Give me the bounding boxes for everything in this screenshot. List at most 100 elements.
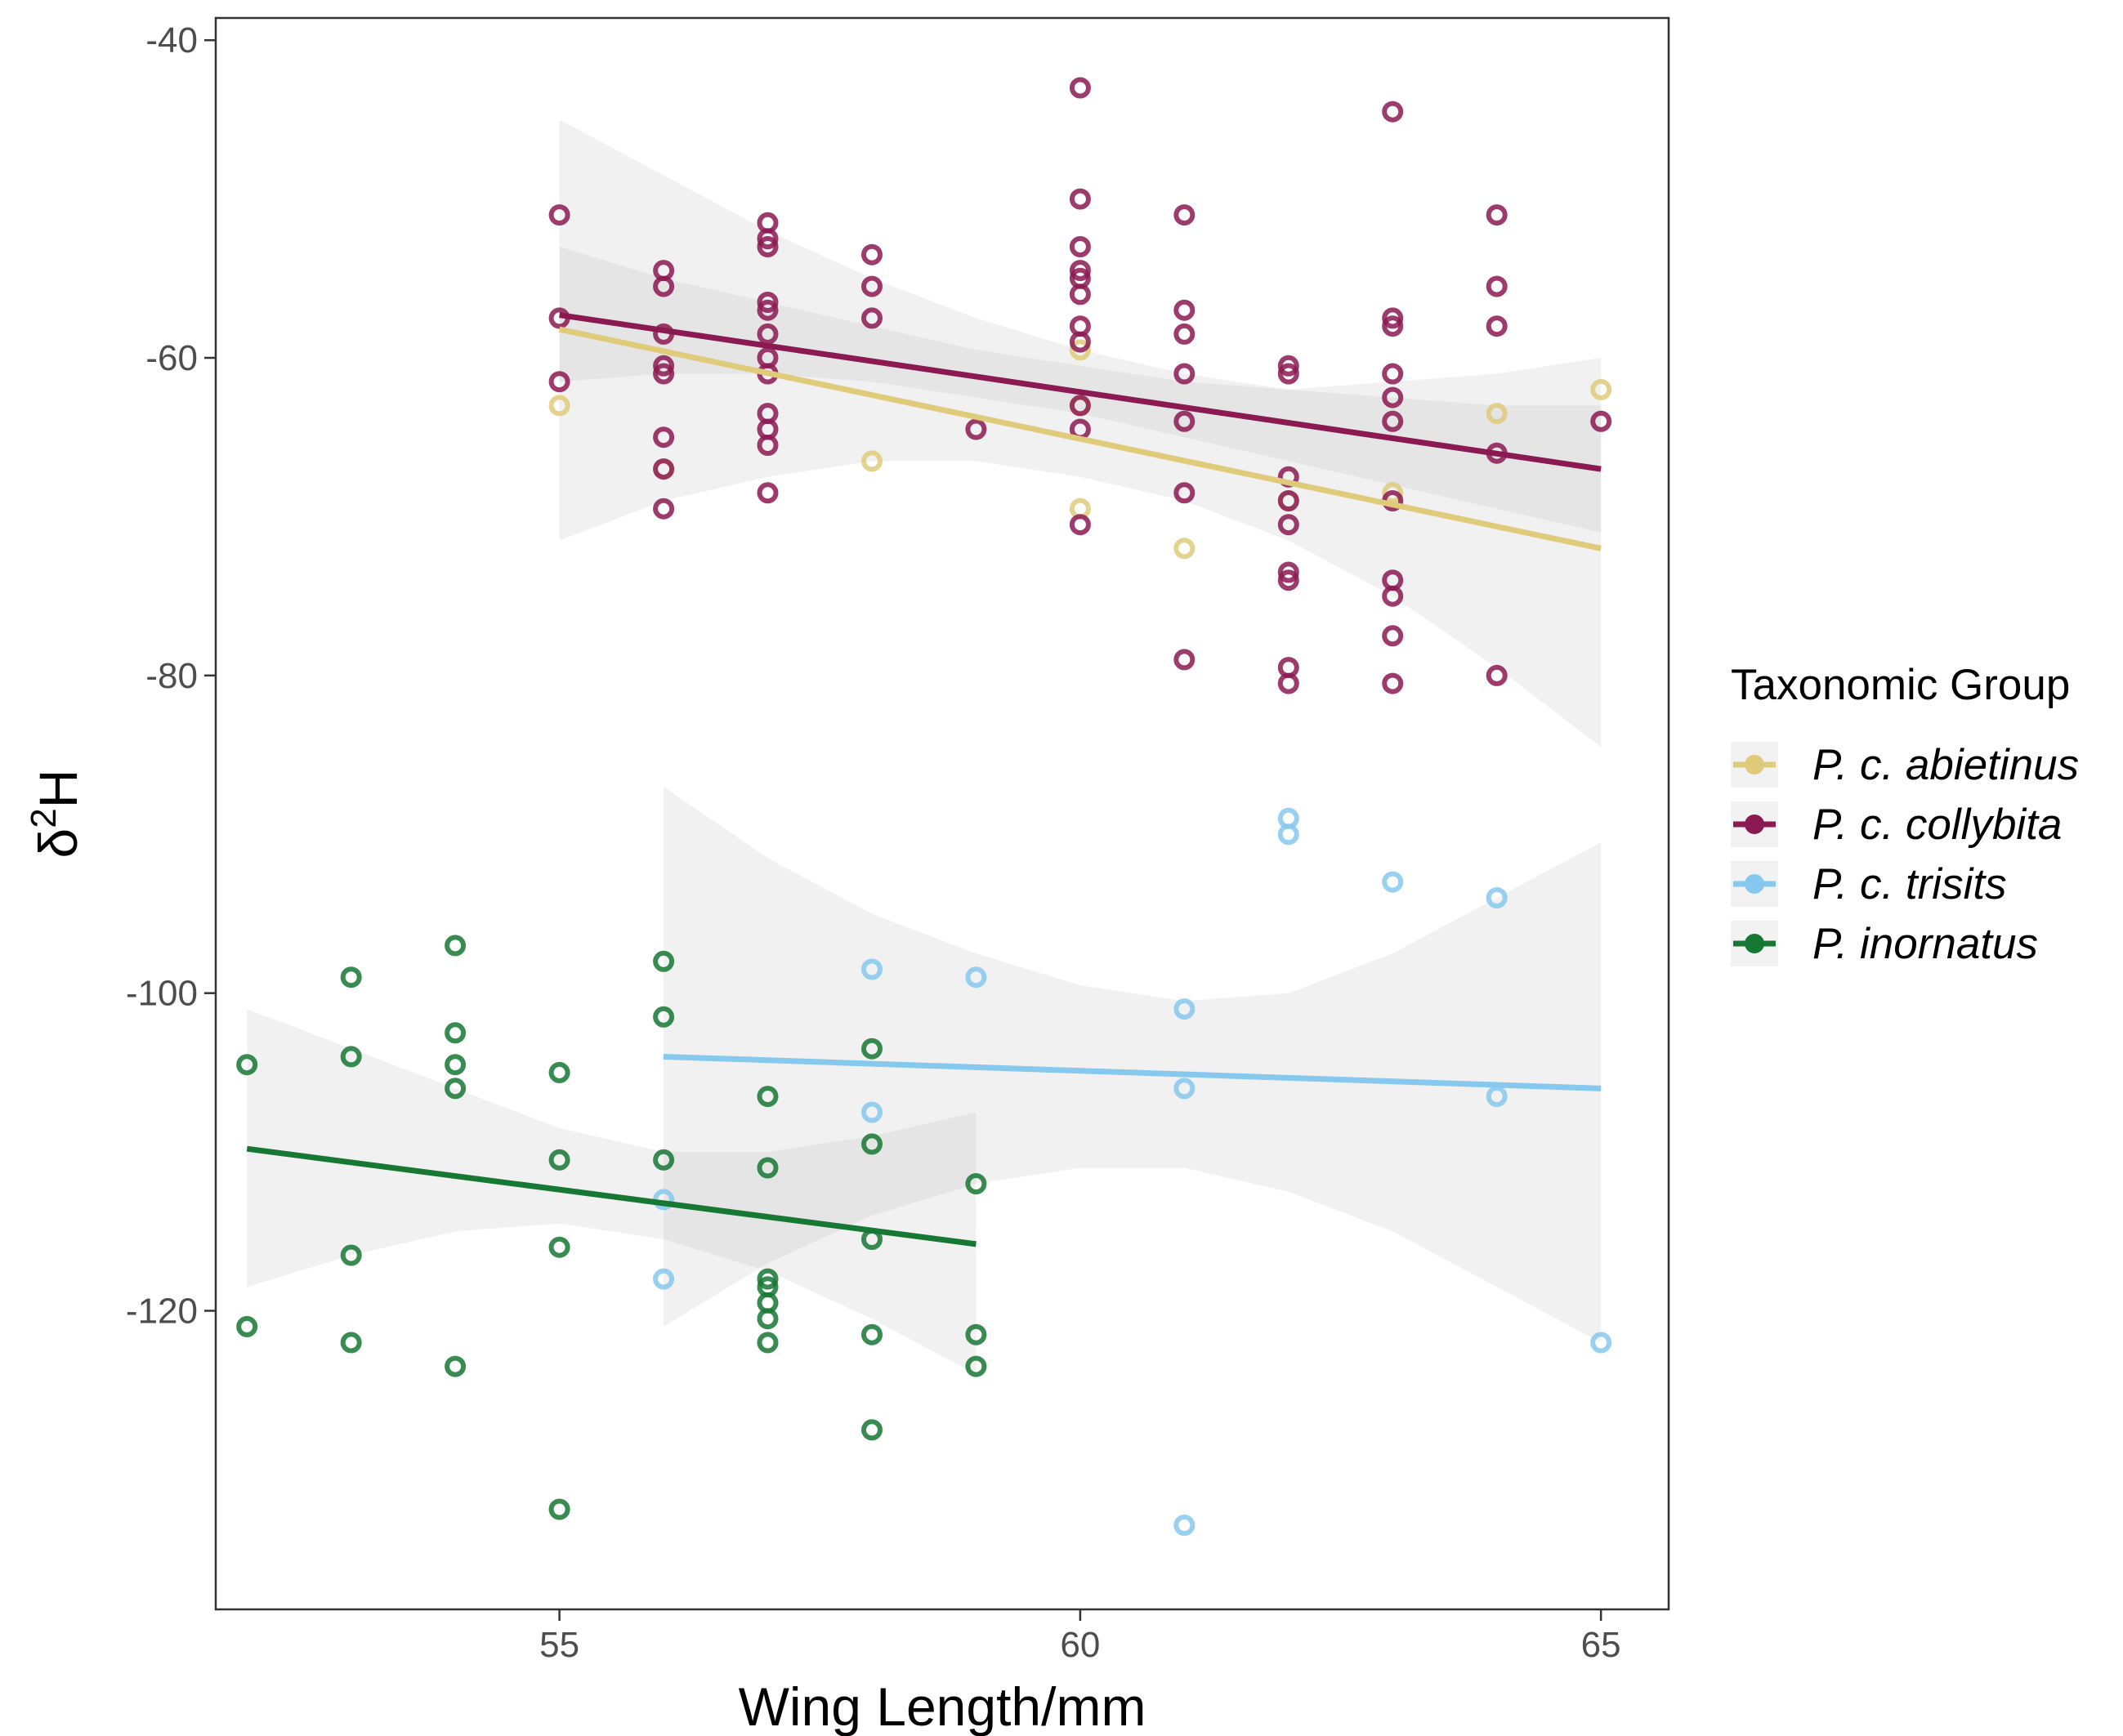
point-p-c-collybita — [1277, 514, 1299, 536]
x-tick-label: 60 — [1060, 1625, 1100, 1665]
point-p-c-collybita — [1173, 323, 1196, 345]
point-p-c-collybita — [1382, 386, 1404, 408]
point-p-c-collybita — [653, 355, 675, 377]
panel-border — [214, 16, 1670, 1611]
point-p-inornatus — [548, 1498, 570, 1520]
regression-lines — [246, 312, 1602, 1247]
point-p-c-collybita — [757, 299, 779, 321]
y-axis-title-element: H — [28, 770, 88, 809]
y-tick-label: -80 — [145, 656, 198, 696]
fit-line-p-c-trisits — [663, 1053, 1602, 1091]
ribbon-p-c-abietinus — [559, 119, 1602, 748]
svg-text:δ2H: δ2H — [24, 770, 88, 859]
point-p-inornatus — [340, 1046, 362, 1068]
point-p-c-collybita — [1173, 204, 1196, 226]
point-p-c-collybita — [1173, 410, 1196, 432]
y-axis: -40 -60 -80 -100 -120 — [126, 20, 216, 1332]
point-p-c-collybita — [861, 275, 883, 297]
point-p-inornatus — [445, 1022, 467, 1044]
point-p-c-trisits — [861, 958, 883, 980]
point-p-c-collybita — [1173, 482, 1196, 504]
point-p-c-collybita — [1382, 363, 1404, 385]
x-axis-title: Wing Length/mm — [739, 1676, 1146, 1736]
point-p-inornatus — [548, 1236, 570, 1258]
point-p-inornatus — [340, 1244, 362, 1266]
y-tick-label: -40 — [145, 20, 198, 60]
legend-key-point — [1745, 755, 1764, 774]
point-p-c-collybita — [1069, 188, 1091, 210]
point-p-c-collybita — [757, 236, 779, 257]
point-p-inornatus — [653, 950, 675, 972]
point-p-c-abietinus — [861, 450, 883, 472]
legend-label-p-inornatus: P. inornatus — [1812, 920, 2038, 968]
point-p-c-collybita — [965, 418, 987, 440]
point-p-inornatus — [861, 1038, 883, 1060]
point-p-c-collybita — [1069, 260, 1091, 282]
point-p-inornatus — [653, 1006, 675, 1028]
point-p-inornatus — [757, 1157, 779, 1179]
point-p-c-trisits — [653, 1268, 675, 1290]
point-p-c-collybita — [1486, 275, 1508, 297]
point-p-c-collybita — [757, 435, 779, 456]
point-p-inornatus — [965, 1355, 987, 1377]
y-axis-title: δ2H — [24, 770, 88, 859]
point-p-c-collybita — [548, 204, 570, 226]
x-tick-label: 65 — [1581, 1625, 1621, 1665]
point-p-c-collybita — [1382, 585, 1404, 607]
x-tick-label: 55 — [539, 1625, 579, 1665]
panel-background — [216, 18, 1669, 1609]
point-p-c-collybita — [757, 292, 779, 313]
point-p-c-abietinus — [1382, 482, 1404, 504]
legend: Taxonomic Group P. c. abietinus P. c. col… — [1731, 661, 2079, 968]
point-p-c-trisits — [1173, 998, 1196, 1020]
point-p-c-collybita — [1069, 514, 1091, 536]
point-p-inornatus — [757, 1086, 779, 1108]
point-p-c-collybita — [653, 458, 675, 480]
point-p-c-collybita — [1277, 490, 1299, 511]
point-p-inornatus — [548, 1061, 570, 1083]
point-p-c-collybita — [1277, 561, 1299, 583]
point-p-c-trisits — [1173, 1078, 1196, 1100]
legend-key-point — [1745, 814, 1764, 834]
point-p-inornatus — [340, 1332, 362, 1354]
fit-line-p-c-collybita — [559, 312, 1602, 472]
point-p-c-abietinus — [1069, 339, 1091, 361]
point-p-c-collybita — [1277, 569, 1299, 591]
y-axis-title-symbol: δ — [28, 828, 88, 859]
point-p-c-trisits — [1486, 1086, 1508, 1108]
point-p-c-collybita — [861, 307, 883, 329]
point-p-c-collybita — [548, 371, 570, 393]
y-axis-title-superscript: 2 — [24, 808, 64, 828]
point-p-inornatus — [445, 935, 467, 957]
point-p-inornatus — [653, 1149, 675, 1171]
point-p-c-collybita — [1382, 672, 1404, 694]
legend-label-p-c-abietinus: P. c. abietinus — [1812, 741, 2079, 789]
point-p-c-collybita — [1069, 77, 1091, 99]
ribbon-p-inornatus — [247, 1009, 977, 1375]
point-p-c-collybita — [1277, 672, 1299, 694]
point-p-c-trisits — [1277, 823, 1299, 846]
point-p-c-collybita — [1590, 410, 1612, 432]
point-p-inornatus — [861, 1419, 883, 1441]
point-p-c-collybita — [1486, 664, 1508, 686]
point-p-inornatus — [236, 1315, 258, 1337]
point-p-c-collybita — [1486, 315, 1508, 337]
y-tick-label: -100 — [126, 974, 198, 1014]
point-p-c-abietinus — [548, 395, 570, 417]
point-p-c-collybita — [1069, 283, 1091, 306]
point-p-c-collybita — [757, 482, 779, 504]
point-p-c-collybita — [861, 243, 883, 266]
point-p-c-trisits — [1486, 887, 1508, 908]
point-p-inornatus — [445, 1054, 467, 1076]
x-axis: 55 60 65 — [539, 1609, 1621, 1665]
point-p-c-collybita — [1277, 363, 1299, 385]
point-p-c-collybita — [1382, 307, 1404, 329]
point-p-c-collybita — [653, 426, 675, 449]
point-p-c-collybita — [1069, 395, 1091, 417]
point-p-c-collybita — [1069, 331, 1091, 353]
fit-line-p-inornatus — [246, 1145, 977, 1247]
legend-label-p-c-trisits: P. c. trisits — [1812, 860, 2007, 908]
point-p-inornatus — [445, 1355, 467, 1377]
point-p-c-abietinus — [1486, 403, 1508, 425]
